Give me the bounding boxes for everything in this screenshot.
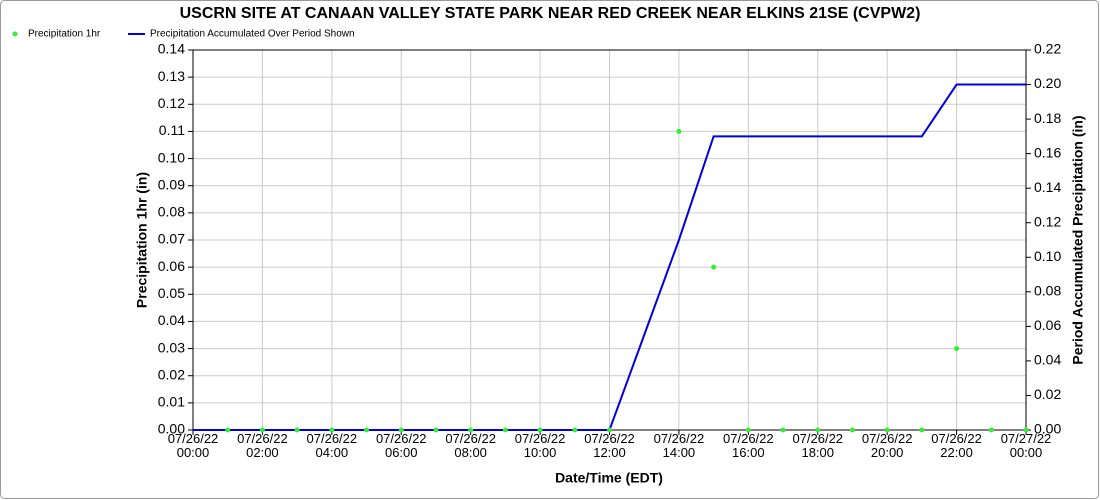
data-point	[364, 427, 370, 433]
y2-tick-label: 0.08	[1034, 283, 1061, 299]
data-point	[259, 427, 265, 433]
data-point	[919, 427, 925, 433]
data-point	[711, 264, 717, 270]
y2-tick-label: 0.22	[1034, 41, 1061, 57]
y-tick-label: 0.11	[159, 122, 185, 138]
data-point	[502, 427, 508, 433]
y2-tick-label: 0.06	[1034, 317, 1061, 333]
x-tick-label: 07/27/22 00:00	[1000, 431, 1052, 460]
x-axis-label: Date/Time (EDT)	[555, 470, 663, 486]
y2-tick-label: 0.00	[1034, 421, 1061, 437]
legend-label: Precipitation Accumulated Over Period Sh…	[150, 29, 355, 40]
data-point	[572, 427, 578, 433]
x-tick-label: 07/26/22 16:00	[723, 431, 774, 460]
y-tick-label: 0.01	[158, 394, 185, 410]
y-tick-label: 0.13	[158, 68, 185, 84]
data-point	[745, 427, 751, 433]
y-tick-label: 0.12	[158, 95, 185, 111]
y-tick-label: 0.07	[158, 231, 185, 247]
data-point	[676, 128, 682, 134]
legend-marker	[12, 31, 18, 37]
x-tick-label: 07/26/22 00:00	[167, 431, 219, 460]
x-tick-label: 07/26/22 02:00	[237, 431, 288, 460]
data-point	[884, 427, 890, 433]
x-tick-label: 07/26/22 18:00	[792, 431, 844, 460]
data-point	[329, 427, 335, 433]
y-tick-label: 0.03	[158, 339, 185, 355]
x-tick-label: 07/26/22 20:00	[861, 431, 913, 460]
data-point	[294, 427, 300, 433]
y2-tick-label: 0.04	[1034, 352, 1061, 368]
x-tick-label: 07/26/22 10:00	[514, 431, 566, 460]
y-tick-label: 0.09	[158, 176, 185, 192]
y2-tick-label: 0.16	[1034, 144, 1061, 160]
data-point	[468, 427, 474, 433]
x-tick-label: 07/26/22 22:00	[931, 431, 982, 460]
data-point	[398, 427, 404, 433]
data-point	[815, 427, 821, 433]
y2-tick-label: 0.20	[1034, 75, 1061, 91]
y-axis-label: Precipitation 1hr (in)	[134, 172, 150, 308]
y-tick-label: 0.08	[158, 204, 185, 220]
chart-title: USCRN SITE AT CANAAN VALLEY STATE PARK N…	[180, 5, 921, 22]
y2-tick-label: 0.12	[1034, 213, 1061, 229]
x-tick-label: 07/26/22 12:00	[584, 431, 635, 460]
data-point	[225, 427, 231, 433]
x-tick-label: 07/26/22 08:00	[445, 431, 496, 460]
y-tick-label: 0.06	[158, 258, 185, 274]
data-point	[537, 427, 543, 433]
data-point	[988, 427, 994, 433]
y-tick-label: 0.04	[158, 312, 185, 328]
y2-tick-label: 0.10	[1034, 248, 1061, 264]
x-tick-label: 07/26/22 06:00	[375, 431, 427, 460]
y2-tick-label: 0.18	[1034, 110, 1061, 126]
y-tick-label: 0.02	[158, 366, 185, 382]
y2-axis-label: Period Accumulated Precipitation (in)	[1070, 115, 1086, 364]
y-tick-label: 0.05	[158, 285, 185, 301]
data-point	[954, 346, 960, 352]
data-point	[780, 427, 786, 433]
data-point	[607, 427, 612, 433]
x-tick-label: 07/26/22 04:00	[306, 431, 358, 460]
data-point	[1023, 427, 1029, 433]
y2-tick-label: 0.14	[1034, 179, 1061, 195]
data-point	[849, 427, 855, 433]
data-point	[433, 427, 439, 433]
y2-tick-label: 0.02	[1034, 386, 1061, 402]
legend-label: Precipitation 1hr	[28, 29, 101, 40]
y-tick-label: 0.14	[158, 41, 185, 57]
x-tick-label: 07/26/22 14:00	[653, 431, 705, 460]
y-tick-label: 0.00	[158, 421, 185, 437]
y-tick-label: 0.10	[158, 149, 185, 165]
